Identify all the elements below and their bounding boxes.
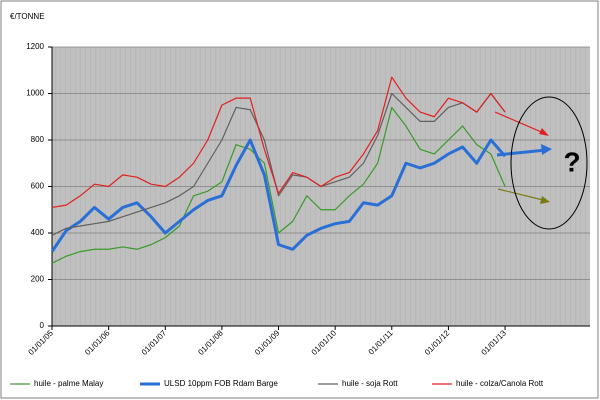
y-tick-label: 0 <box>40 321 45 330</box>
arrow <box>496 148 547 157</box>
series-line <box>51 106 506 264</box>
legend-label: huile - soja Rott <box>342 379 398 388</box>
annotation: ? <box>563 146 580 177</box>
y-tick-label: 1000 <box>26 89 44 98</box>
series-line <box>51 76 506 209</box>
series-line <box>50 138 507 253</box>
y-axis-label: €/TONNE <box>10 12 45 21</box>
arrows <box>494 96 588 230</box>
legend: huile - palme Malay ULSD 10ppm FOB Rdam B… <box>10 379 544 388</box>
arrow-head <box>539 128 549 136</box>
y-tick-label: 1200 <box>26 42 44 51</box>
arrow <box>494 111 547 135</box>
legend-label: huile - colza/Canola Rott <box>456 379 544 388</box>
arrow <box>497 188 544 201</box>
y-tick-label: 800 <box>31 135 45 144</box>
circle <box>510 96 588 230</box>
series-line <box>51 92 506 236</box>
lines <box>50 76 507 264</box>
arrow-head <box>540 196 550 204</box>
y-tick-label: 600 <box>31 182 45 191</box>
y-tick-label: 400 <box>31 228 45 237</box>
legend-label: ULSD 10ppm FOB Rdam Barge <box>164 379 278 388</box>
y-tick-label: 200 <box>31 275 45 284</box>
arrow-head <box>541 144 552 155</box>
legend-label: huile - palme Malay <box>34 379 103 388</box>
